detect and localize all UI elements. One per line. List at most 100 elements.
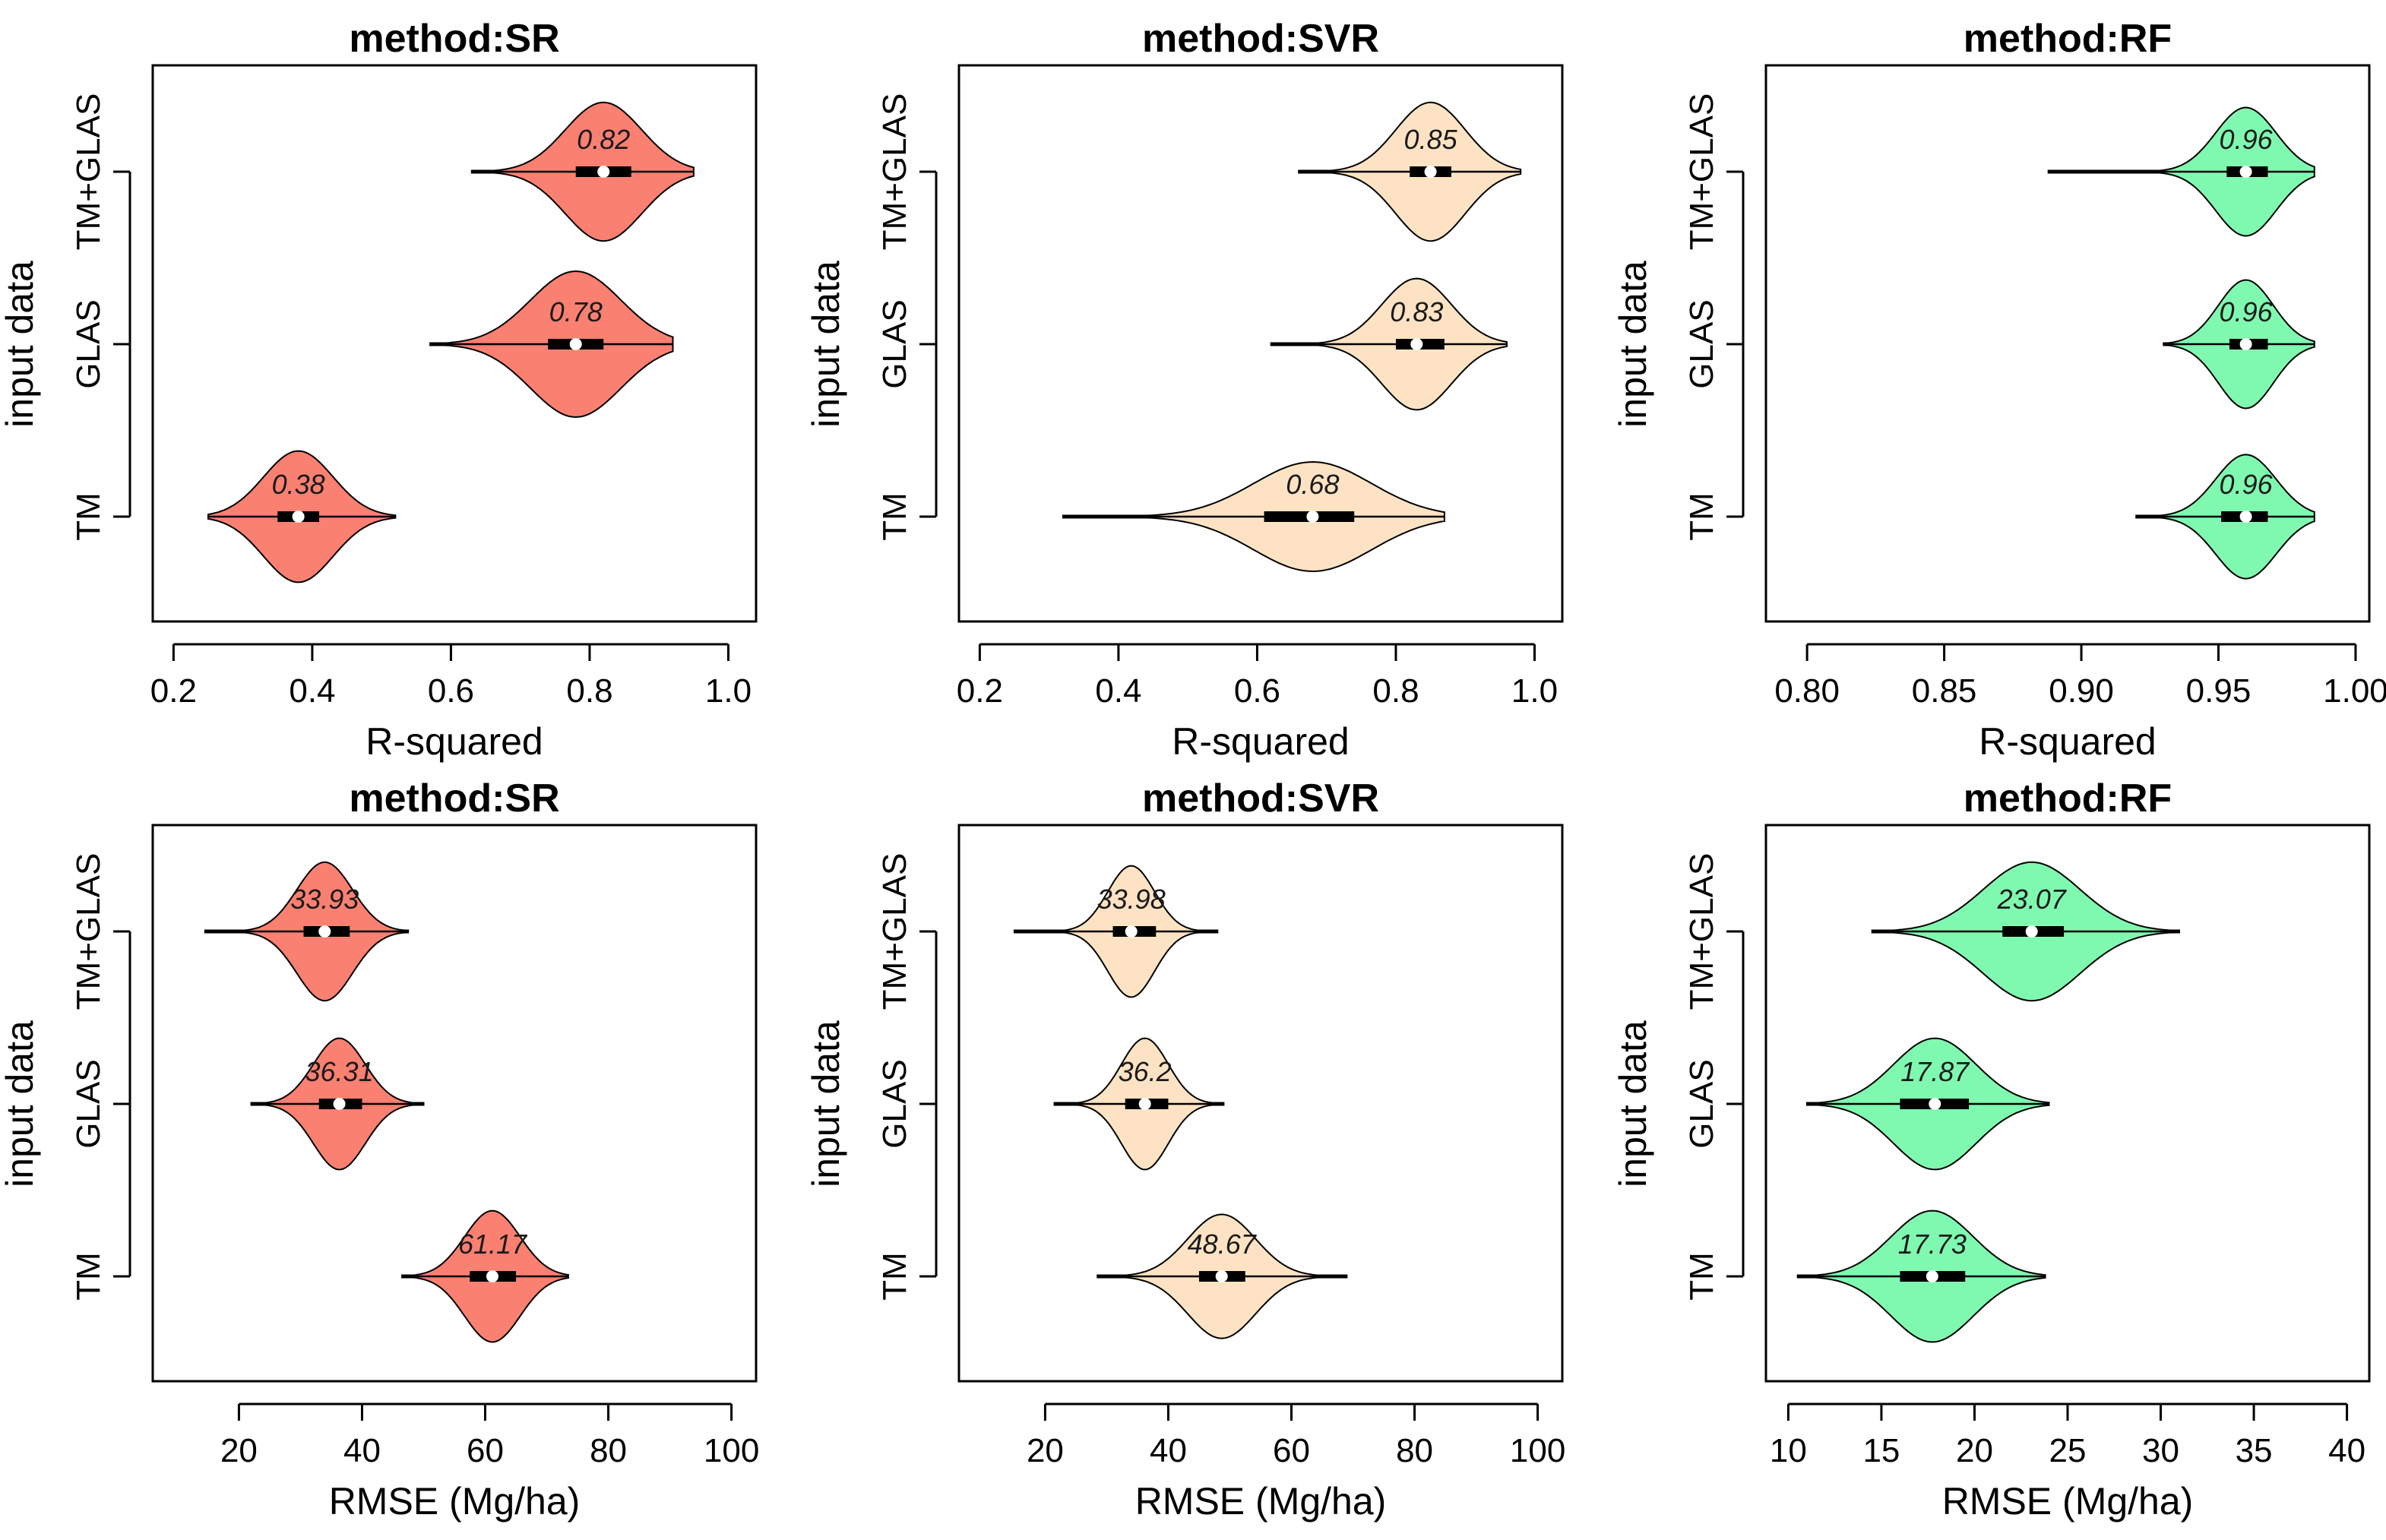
x-tick-label: 40 — [2328, 1432, 2365, 1469]
y-tick-label: TM — [1683, 1252, 1720, 1301]
x-tick-label: 0.8 — [1372, 672, 1419, 710]
y-tick-label: TM+GLAS — [876, 853, 913, 1010]
median-label: 0.96 — [2220, 296, 2274, 327]
x-axis-label: RMSE (Mg/ha) — [329, 1480, 581, 1523]
violin-glas: 17.87 — [1805, 1037, 2050, 1171]
x-tick-label: 100 — [704, 1432, 759, 1469]
violin-median-dot — [1125, 925, 1138, 938]
median-label: 0.85 — [1404, 124, 1458, 155]
violin-median-dot — [1410, 338, 1423, 350]
x-axis-label: RMSE (Mg/ha) — [1942, 1480, 2194, 1523]
x-tick-label: 0.95 — [2186, 672, 2252, 710]
median-label: 0.96 — [2220, 124, 2274, 155]
x-axis-label: RMSE (Mg/ha) — [1135, 1480, 1387, 1523]
x-tick-label: 60 — [1273, 1432, 1310, 1469]
x-axis-label: R-squared — [1172, 720, 1349, 763]
violin-glas: 0.78 — [429, 270, 674, 419]
y-tick-label: GLAS — [876, 299, 913, 388]
x-tick-label: 20 — [1956, 1432, 1993, 1469]
x-tick-label: 30 — [2142, 1432, 2179, 1469]
y-tick-label: GLAS — [1683, 299, 1720, 388]
x-tick-label: 0.8 — [566, 672, 612, 710]
x-axis-label: R-squared — [365, 720, 543, 763]
x-tick-label: 40 — [343, 1432, 381, 1469]
x-tick-label: 0.2 — [957, 672, 1003, 710]
median-label: 0.96 — [2220, 469, 2274, 500]
y-axis-label: input data — [0, 1020, 41, 1187]
median-label: 61.17 — [458, 1229, 528, 1260]
plot-frame — [1764, 64, 2371, 623]
violin-tm-glas: 23.07 — [1871, 861, 2180, 1002]
panel-title: method:RF — [1964, 17, 2172, 61]
x-tick-label: 0.4 — [289, 672, 335, 710]
violin-glas: 0.96 — [2163, 279, 2315, 410]
x-tick-label: 0.6 — [1234, 672, 1280, 710]
y-tick-label: GLAS — [1683, 1059, 1720, 1148]
y-axis-label: input data — [805, 1020, 847, 1187]
panel-title: method:SVR — [1142, 776, 1379, 821]
violin-median-dot — [569, 338, 582, 350]
violin-median-dot — [486, 1270, 498, 1282]
violin-median-dot — [1215, 1270, 1228, 1282]
y-axis-label: input data — [1612, 261, 1654, 428]
violin-glas: 36.2 — [1053, 1037, 1225, 1171]
median-label: 0.68 — [1286, 469, 1339, 500]
plot-frame — [151, 64, 758, 623]
violin-median-dot — [1929, 1098, 1941, 1110]
plot-frame — [1764, 824, 2371, 1383]
violin-tm-glas: 0.82 — [470, 101, 695, 242]
violin-median-dot — [1138, 1098, 1151, 1110]
panel-5: method:SVR 20 40 60 80 100 RMSE (Mg/ha) TM GLAS T… — [805, 776, 1565, 1523]
violin-tm: 61.17 — [401, 1210, 569, 1343]
median-label: 0.83 — [1390, 296, 1443, 327]
violin-tm: 0.68 — [1062, 460, 1445, 573]
violin-tm-glas: 33.93 — [204, 861, 410, 1002]
violin-median-dot — [1926, 1270, 1938, 1282]
violin-tm: 48.67 — [1096, 1213, 1348, 1339]
y-tick-label: TM — [876, 492, 913, 541]
violin-tm: 17.73 — [1796, 1210, 2046, 1343]
x-tick-label: 35 — [2236, 1432, 2273, 1469]
x-tick-label: 1.0 — [705, 672, 752, 710]
panel-title: method:SR — [349, 776, 559, 821]
median-label: 0.78 — [549, 296, 603, 327]
y-tick-label: TM+GLAS — [876, 93, 913, 251]
y-tick-label: TM+GLAS — [1683, 93, 1720, 251]
violin-median-dot — [2239, 338, 2252, 350]
panel-3: method:RF 0.80 0.85 0.90 0.95 1.00 R-squared TM… — [1612, 17, 2386, 763]
panel-2: method:SVR 0.2 0.4 0.6 0.8 1.0 R-squared TM GLAS… — [805, 17, 1564, 763]
median-label: 33.98 — [1097, 884, 1166, 915]
x-tick-label: 100 — [1510, 1432, 1565, 1469]
median-label: 23.07 — [1997, 884, 2068, 915]
plot-frame — [151, 824, 758, 1383]
x-tick-label: 80 — [590, 1432, 627, 1469]
violin-median-dot — [292, 511, 305, 523]
violin-median-dot — [2239, 166, 2252, 178]
x-tick-label: 1.00 — [2323, 672, 2386, 710]
median-label: 17.73 — [1898, 1229, 1967, 1260]
x-tick-label: 1.0 — [1511, 672, 1558, 710]
violin-glas: 36.31 — [250, 1037, 425, 1171]
panel-title: method:SVR — [1142, 17, 1379, 61]
panel-1: method:SR 0.2 0.4 0.6 0.8 1.0 R-squared TM GLAS T… — [0, 17, 758, 763]
median-label: 36.31 — [305, 1056, 374, 1087]
panel-6: method:RF 10 15 20 25 30 35 40 RMSE (Mg/ha) TM GLA… — [1612, 776, 2371, 1523]
y-tick-label: TM+GLAS — [70, 93, 107, 251]
x-tick-label: 0.6 — [428, 672, 474, 710]
violin-tm-glas: 33.98 — [1013, 865, 1219, 998]
median-label: 33.93 — [290, 884, 359, 915]
violin-tm-glas: 0.85 — [1298, 101, 1522, 242]
y-tick-label: TM — [1683, 492, 1720, 541]
x-tick-label: 0.2 — [150, 672, 197, 710]
y-tick-label: GLAS — [876, 1059, 913, 1148]
y-tick-label: TM+GLAS — [1683, 853, 1720, 1010]
plot-frame — [957, 824, 1564, 1383]
x-tick-label: 15 — [1862, 1432, 1900, 1469]
x-tick-label: 0.80 — [1774, 672, 1840, 710]
violin-median-dot — [318, 925, 331, 938]
x-tick-label: 25 — [2049, 1432, 2087, 1469]
violin-glas: 0.83 — [1270, 277, 1508, 411]
median-label: 0.38 — [272, 469, 325, 500]
x-tick-label: 0.4 — [1095, 672, 1141, 710]
y-axis-label: input data — [0, 261, 41, 428]
